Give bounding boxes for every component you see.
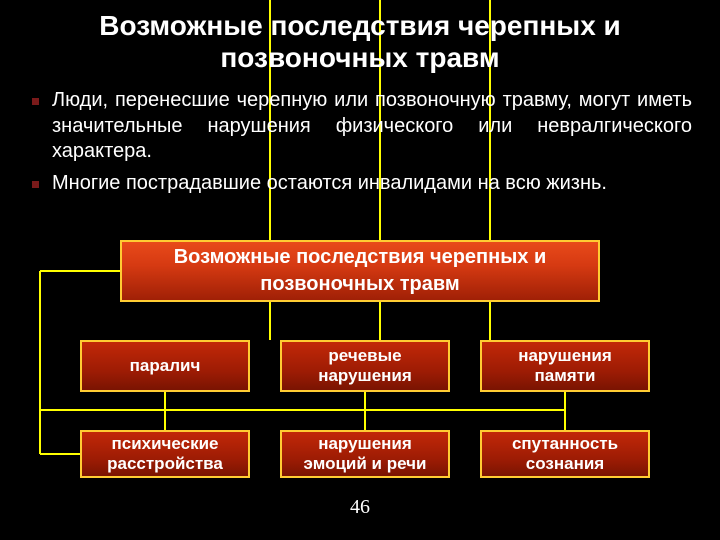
diagram-header: Возможные последствия черепных и позвоно… — [120, 240, 600, 302]
page-number: 46 — [0, 496, 720, 519]
node-emotion-speech-impairment: нарушения эмоций и речи — [280, 430, 450, 478]
node-confusion: спутанность сознания — [480, 430, 650, 478]
page-title: Возможные последствия черепных и позвоно… — [0, 10, 720, 74]
bullet-item: Многие пострадавшие остаются инвалидами … — [28, 171, 692, 197]
node-memory-impairment: нарушения памяти — [480, 340, 650, 392]
node-paralich: паралич — [80, 340, 250, 392]
node-speech-impairment: речевые нарушения — [280, 340, 450, 392]
bullet-list: Люди, перенесшие черепную или позвоночну… — [28, 88, 692, 202]
bullet-item: Люди, перенесшие черепную или позвоночну… — [28, 88, 692, 165]
node-mental-disorders: психические расстройства — [80, 430, 250, 478]
